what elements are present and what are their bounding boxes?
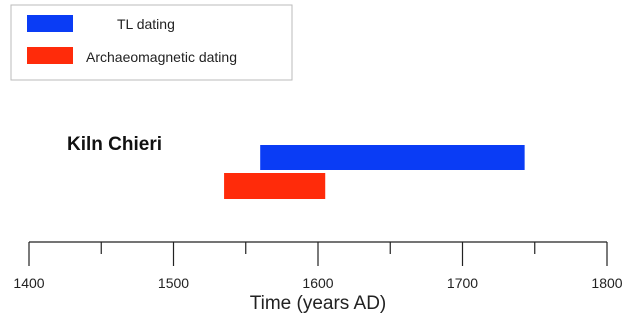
x-axis-label: Time (years AD)	[250, 293, 387, 314]
legend-swatch-tl	[27, 15, 73, 32]
range-bar-tl	[260, 145, 525, 170]
legend-label-tl: TL dating	[117, 16, 175, 32]
legend-label-archaeomagnetic: Archaeomagnetic dating	[86, 49, 237, 65]
tick-label-1600: 1600	[302, 275, 333, 291]
legend: TL dating Archaeomagnetic dating	[10, 4, 293, 81]
tick-label-1400: 1400	[13, 275, 44, 291]
tick-label-1500: 1500	[158, 275, 189, 291]
range-bar-archaeomagnetic	[224, 173, 326, 199]
bars	[224, 145, 525, 199]
legend-swatch-archaeomagnetic	[27, 47, 73, 64]
x-axis: 1400 1500 1600 1700 1800	[13, 241, 623, 291]
tick-label-1800: 1800	[591, 275, 622, 291]
sample-label: Kiln Chieri	[67, 134, 162, 155]
tick-label-1700: 1700	[447, 275, 478, 291]
